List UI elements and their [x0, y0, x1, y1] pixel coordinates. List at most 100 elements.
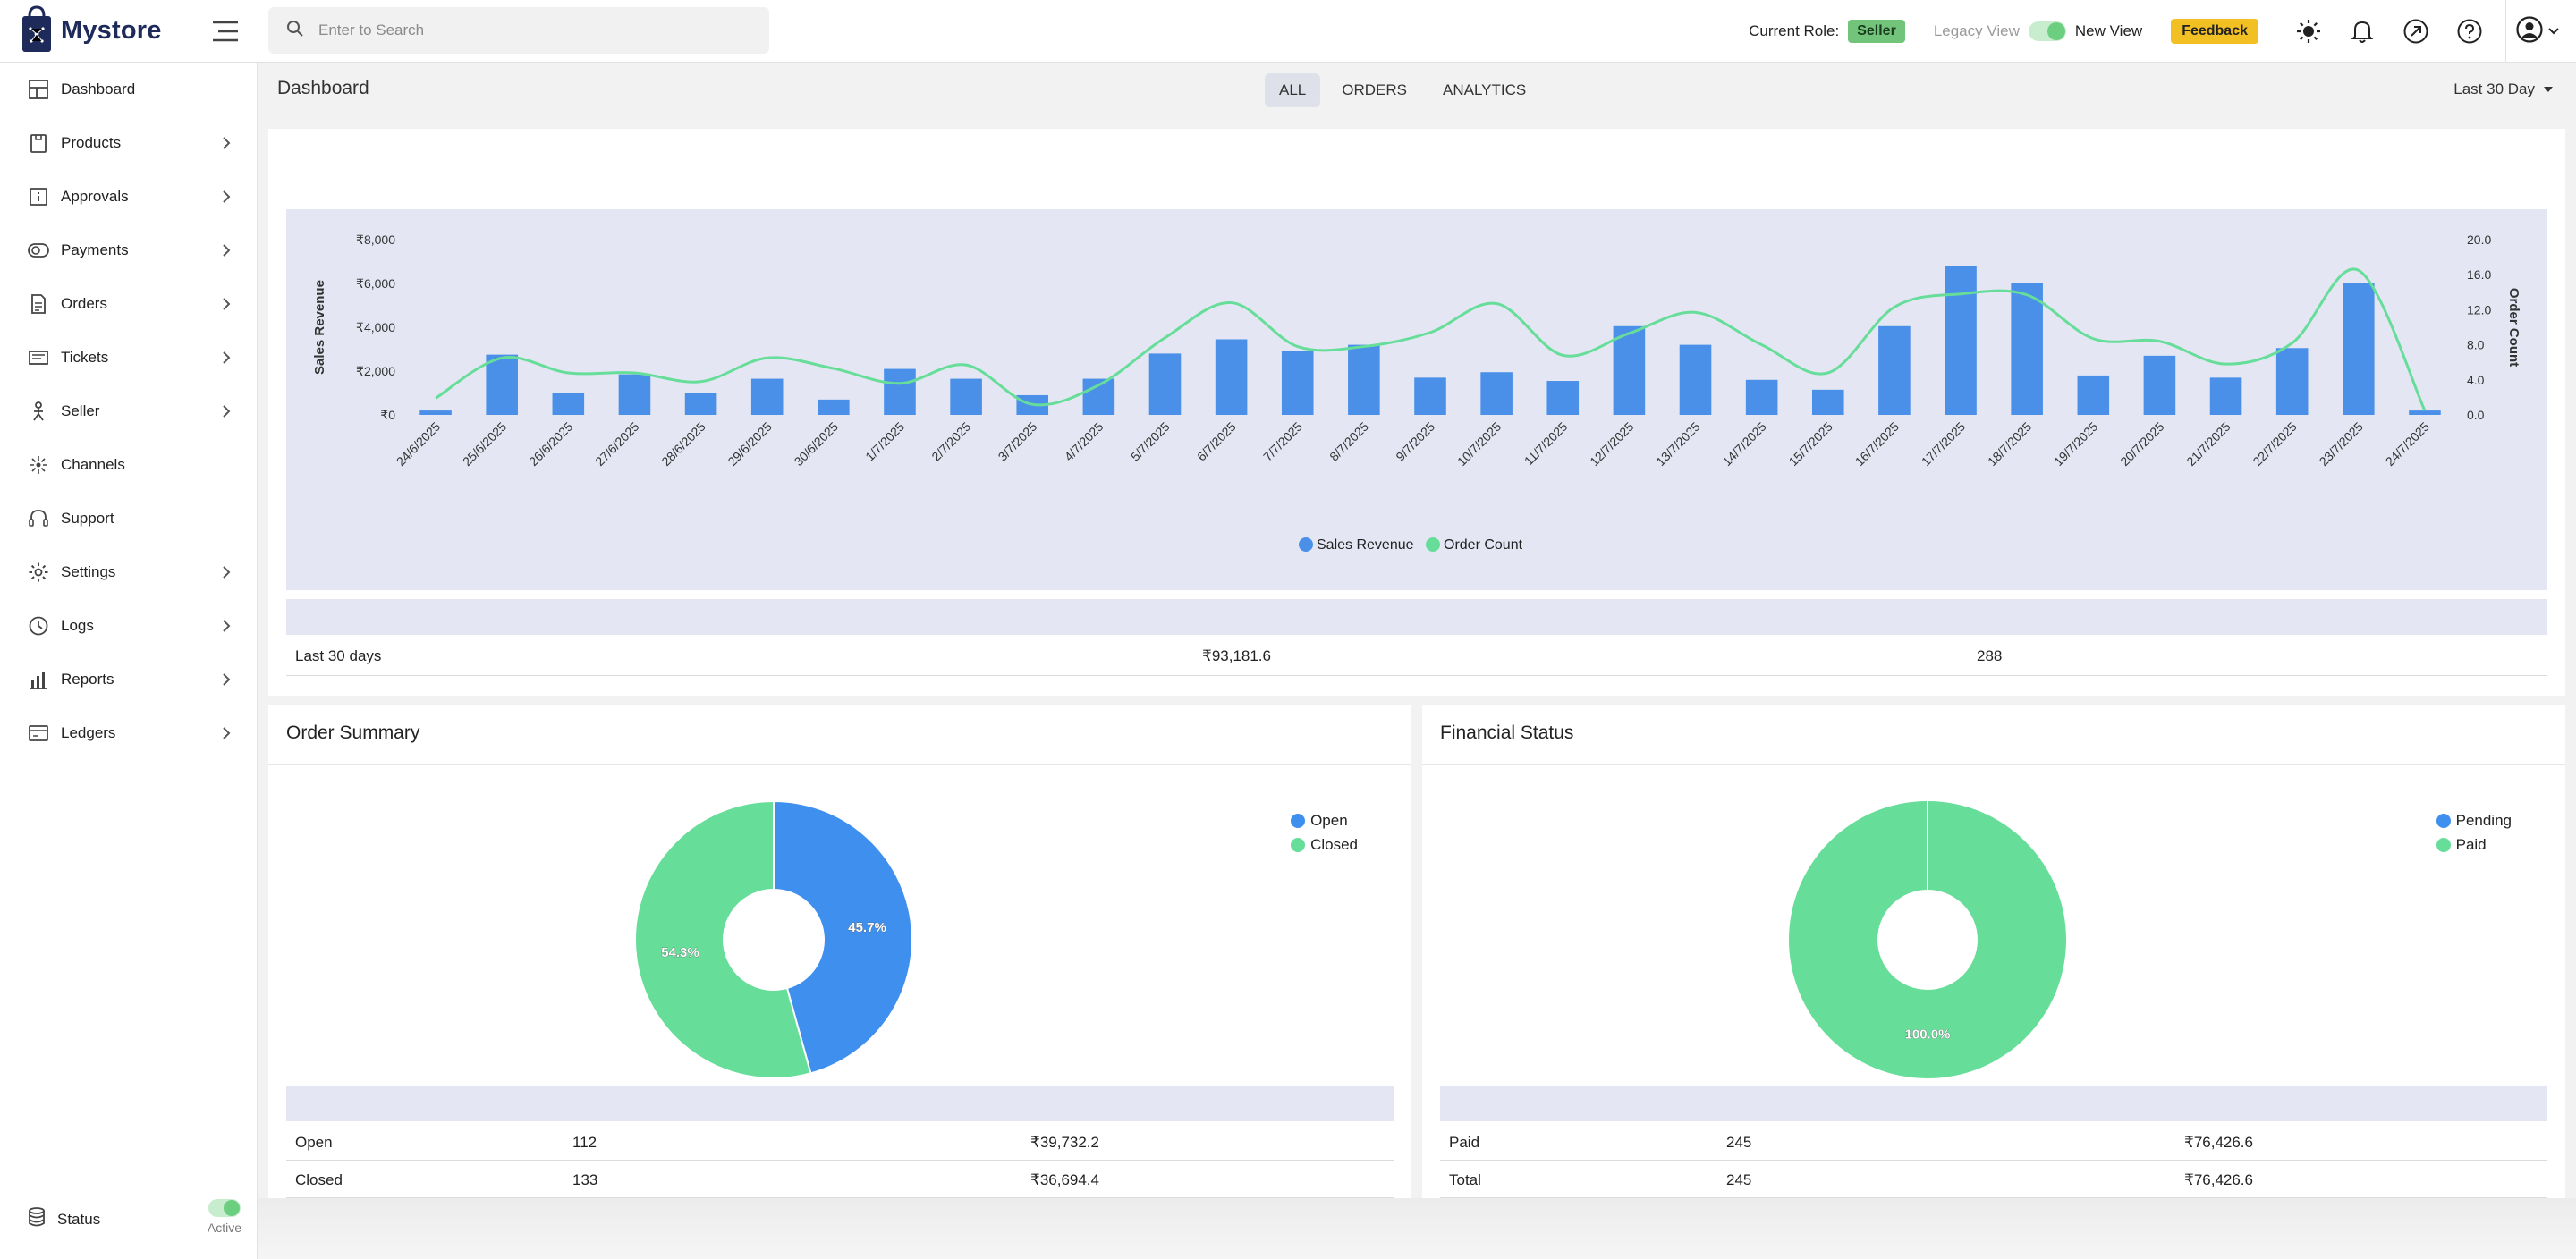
bar-sales-revenue[interactable] — [1878, 325, 1911, 415]
bar-sales-revenue[interactable] — [486, 354, 518, 415]
financial-status-legend: Pending Paid — [2436, 812, 2512, 860]
sidebar: Dashboard Products Approvals Payments Orders… — [0, 63, 258, 1259]
summary-header-strip — [286, 599, 2547, 635]
legend-marker[interactable] — [1426, 537, 1440, 552]
view-toggle[interactable] — [2028, 21, 2066, 41]
y-axis-title: Sales Revenue — [312, 280, 327, 375]
date-range-dropdown[interactable]: Last 30 Day — [2453, 80, 2553, 98]
clock-icon — [27, 614, 50, 638]
sidebar-item-products[interactable]: Products — [0, 116, 257, 170]
bar-sales-revenue[interactable] — [884, 368, 916, 415]
donut-slice[interactable] — [1789, 801, 2066, 1078]
legend-item-open[interactable]: Open — [1291, 812, 1358, 830]
bar-sales-revenue[interactable] — [2077, 375, 2110, 415]
sidebar-item-logs[interactable]: Logs — [0, 599, 257, 653]
bar-sales-revenue[interactable] — [818, 399, 850, 415]
tab-analytics[interactable]: ANALYTICS — [1442, 81, 1527, 98]
status-row: Status Active — [0, 1179, 258, 1259]
sidebar-item-ledgers[interactable]: Ledgers — [0, 706, 257, 760]
donut-slice[interactable] — [634, 799, 812, 1079]
summary-row: Last 30 days ₹93,181.6 288 — [286, 637, 2547, 676]
legend-item-closed[interactable]: Closed — [1291, 836, 1358, 854]
bar-sales-revenue[interactable] — [1215, 339, 1248, 415]
bar-sales-revenue[interactable] — [684, 393, 717, 416]
bar-sales-revenue[interactable] — [1945, 266, 1977, 415]
bar-sales-revenue[interactable] — [2409, 410, 2441, 415]
financial-status-panel: Financial Status 100.0% Pending Paid Pai… — [1422, 705, 2565, 1254]
top-bar-actions: Current Role: Seller Legacy View New Vie… — [1749, 0, 2576, 63]
feedback-button[interactable]: Feedback — [2171, 19, 2258, 44]
chevron-right-icon — [217, 349, 235, 367]
ledger-icon — [27, 722, 50, 745]
y2-tick-label: 8.0 — [2467, 338, 2485, 352]
bell-icon[interactable] — [2335, 0, 2389, 63]
sidebar-item-orders[interactable]: Orders — [0, 277, 257, 331]
status-toggle[interactable]: Active — [208, 1199, 242, 1235]
bar-sales-revenue[interactable] — [950, 378, 982, 415]
sidebar-item-payments[interactable]: Payments — [0, 224, 257, 277]
bar-sales-revenue[interactable] — [1613, 325, 1646, 415]
table-row: Total 245 ₹76,426.6 — [1440, 1161, 2547, 1198]
tickets-icon — [27, 346, 50, 369]
bar-sales-revenue[interactable] — [1348, 344, 1380, 415]
bar-sales-revenue[interactable] — [1679, 344, 1712, 415]
bar-sales-revenue[interactable] — [618, 374, 651, 415]
bar-sales-revenue[interactable] — [552, 393, 585, 416]
sidebar-item-label: Products — [61, 134, 122, 151]
legend-item-paid[interactable]: Paid — [2436, 836, 2512, 854]
bar-sales-revenue[interactable] — [2275, 348, 2309, 415]
bar-sales-revenue[interactable] — [2011, 283, 2043, 415]
bar-sales-revenue[interactable] — [2343, 283, 2375, 415]
legend-label[interactable]: Sales Revenue — [1317, 537, 1414, 553]
sun-icon[interactable] — [2282, 0, 2335, 63]
order-summary-panel: Order Summary 45.7% 54.3% Open Closed Ope… — [268, 705, 1411, 1254]
x-tick-label: 17/7/2025 — [1919, 419, 1969, 469]
bar-sales-revenue[interactable] — [1546, 381, 1580, 415]
sidebar-item-reports[interactable]: Reports — [0, 653, 257, 706]
brand[interactable]: Mystore — [20, 4, 162, 57]
bar-sales-revenue[interactable] — [2209, 377, 2242, 415]
bar-sales-revenue[interactable] — [1811, 389, 1844, 415]
page-title: Dashboard — [277, 78, 369, 98]
sales-chart-svg: ₹0 ₹2,000 ₹4,000 ₹6,000 ₹8,000 0.0 4.0 8.0 12.0 1… — [312, 232, 2521, 553]
line-order-count[interactable] — [435, 267, 2427, 411]
search-input[interactable] — [318, 21, 730, 39]
bar-sales-revenue[interactable] — [2143, 355, 2176, 415]
external-link-icon[interactable] — [2389, 0, 2443, 63]
sidebar-item-tickets[interactable]: Tickets — [0, 331, 257, 384]
order-summary-legend: Open Closed — [1291, 812, 1358, 860]
x-tick-label: 2/7/2025 — [928, 419, 973, 464]
order-summary-donut: 45.7% 54.3% — [634, 799, 913, 1079]
sidebar-item-support[interactable]: Support — [0, 492, 257, 545]
sidebar-item-dashboard[interactable]: Dashboard — [0, 63, 257, 116]
chevron-right-icon — [217, 724, 235, 742]
bar-sales-revenue[interactable] — [419, 410, 452, 415]
legend-marker[interactable] — [1299, 537, 1313, 552]
y-tick-label: ₹6,000 — [356, 276, 395, 291]
bar-sales-revenue[interactable] — [1148, 353, 1182, 415]
bar-sales-revenue[interactable] — [1480, 372, 1513, 415]
date-range-value: Last 30 Day — [2453, 80, 2535, 97]
menu-toggle-icon[interactable] — [211, 19, 240, 44]
sidebar-item-channels[interactable]: Channels — [0, 438, 257, 492]
legend-label[interactable]: Order Count — [1444, 537, 1523, 553]
tab-orders[interactable]: ORDERS — [1342, 81, 1407, 98]
sidebar-item-label: Ledgers — [61, 724, 116, 741]
user-avatar-icon — [2515, 15, 2544, 48]
x-tick-label: 14/7/2025 — [1719, 419, 1769, 469]
sidebar-item-seller[interactable]: Seller — [0, 384, 257, 438]
bar-sales-revenue[interactable] — [750, 378, 784, 415]
x-tick-label: 30/6/2025 — [792, 419, 842, 469]
bar-sales-revenue[interactable] — [1745, 379, 1778, 415]
tab-all[interactable]: ALL — [1265, 73, 1321, 107]
role-badge[interactable]: Seller — [1848, 20, 1905, 43]
bar-sales-revenue[interactable] — [1414, 377, 1446, 415]
donut-slice[interactable] — [773, 799, 913, 1075]
bar-sales-revenue[interactable] — [1281, 351, 1314, 415]
user-menu[interactable] — [2515, 15, 2576, 48]
sidebar-item-settings[interactable]: Settings — [0, 545, 257, 599]
legend-item-pending[interactable]: Pending — [2436, 812, 2512, 830]
help-icon[interactable] — [2443, 0, 2496, 63]
tab-bar: ALL ORDERS ANALYTICS — [1265, 73, 1540, 107]
sidebar-item-approvals[interactable]: Approvals — [0, 170, 257, 224]
